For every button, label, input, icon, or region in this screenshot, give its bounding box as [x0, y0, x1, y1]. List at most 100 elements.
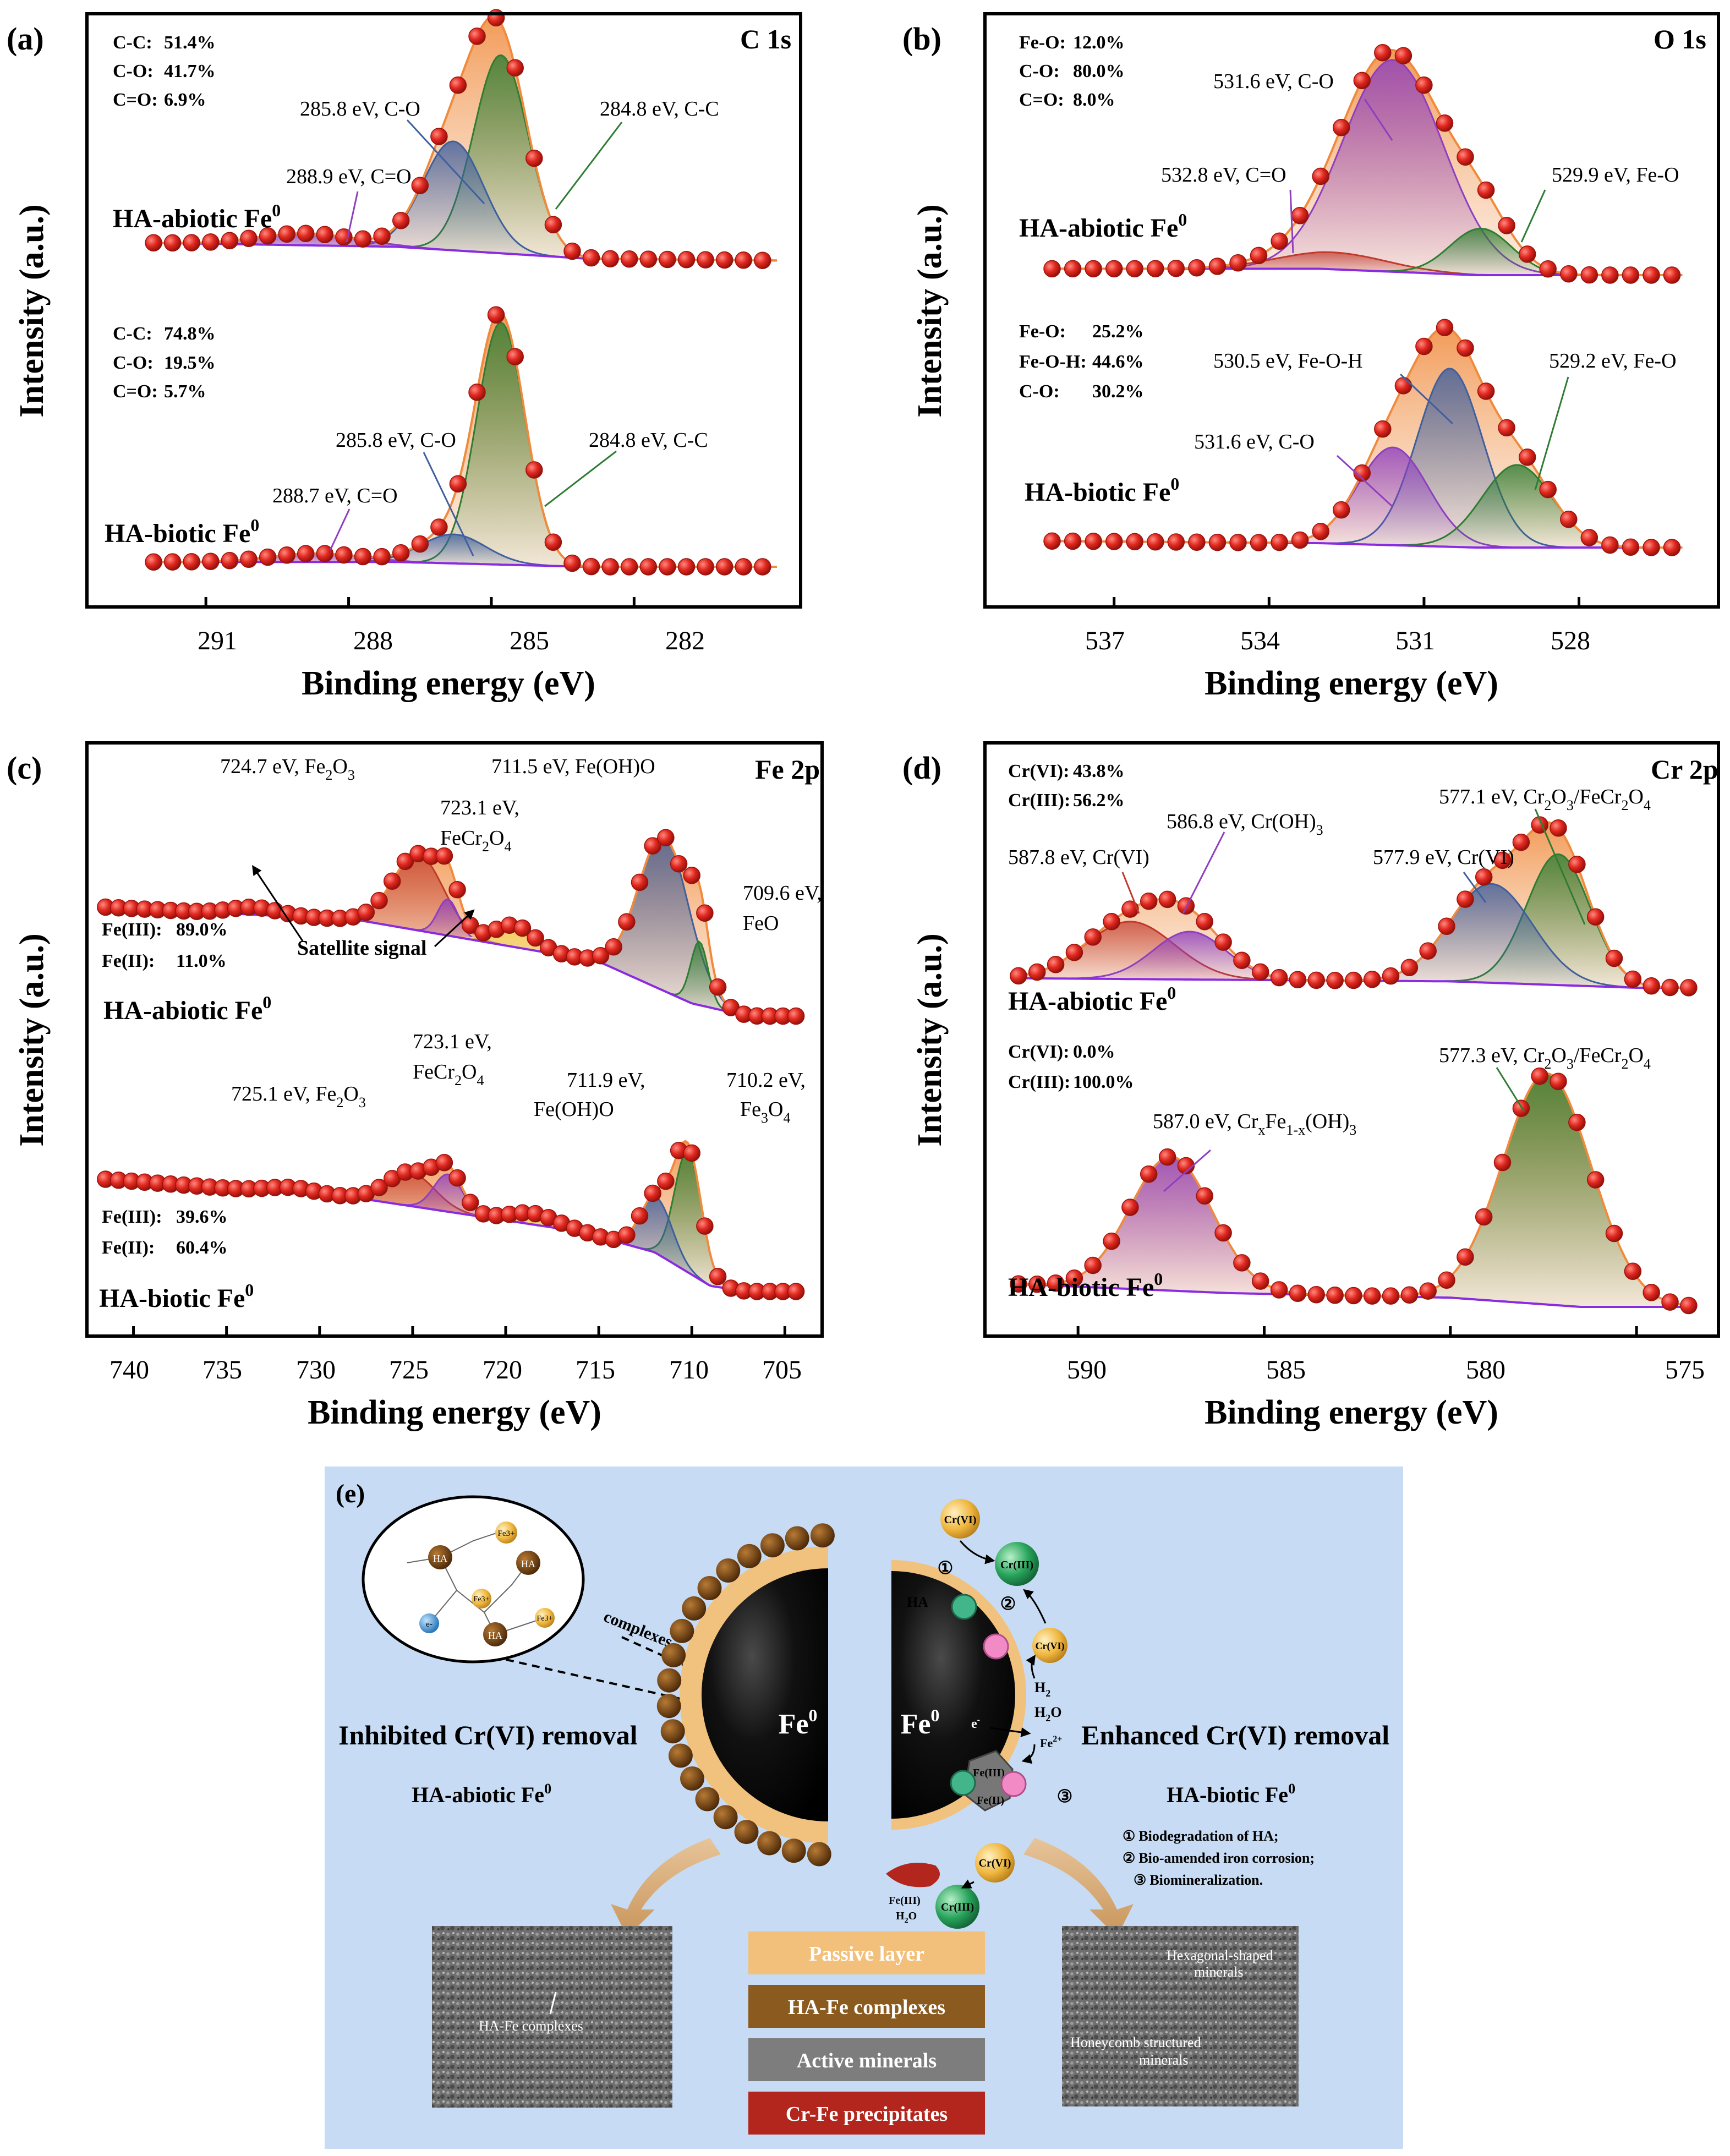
data-point [297, 225, 315, 242]
ha-bead [810, 1523, 835, 1548]
mechanism-item: ② Bio-amended iron corrosion; [1123, 1850, 1315, 1866]
left-subtitle: HA-abiotic Fe0 [412, 1781, 551, 1807]
data-point [1457, 890, 1474, 908]
panel-d-ticks: 590 585 580 575 [1067, 1355, 1705, 1385]
annotation: 723.1 eV, [440, 796, 519, 819]
sample-label-abiotic: HA-abiotic Fe0 [1019, 210, 1187, 243]
data-point [1085, 260, 1102, 278]
biotic-particle: Fe0 Fe(III) Fe(II) HA [886, 1560, 1027, 1887]
data-point [1251, 1272, 1269, 1290]
leader [1182, 831, 1225, 914]
stat-value: 41.7% [164, 61, 216, 81]
data-point [163, 234, 182, 252]
sample-ha-abiotic-fe0 [97, 829, 805, 1025]
data-point [1028, 1276, 1046, 1293]
data-point [278, 225, 295, 243]
stat-value: 6.9% [164, 90, 206, 110]
cr6-label: Cr(VI) [979, 1857, 1011, 1869]
data-point [335, 546, 353, 564]
panel-a-stats-abiotic: C-C: 51.4% C-O: 41.7% C=O: 6.9% [113, 32, 216, 110]
panel-d-title: Cr 2p [1651, 754, 1718, 785]
data-point [1475, 1208, 1493, 1226]
panel-b: (b) O 1s 537 534 531 528 Binding energy … [902, 12, 1720, 702]
data-point [1105, 260, 1123, 278]
data-point [544, 533, 562, 551]
ha-bead [656, 1694, 681, 1719]
data-point [1270, 1281, 1288, 1299]
panel-a-stats-biotic: C-C: 74.8% C-O: 19.5% C=O: 5.7% [113, 324, 216, 402]
data-point [448, 881, 466, 899]
panel-d: (d) Cr 2p 590 585 580 575 Binding energy… [902, 741, 1720, 1431]
data-point [468, 383, 486, 401]
annotation: 529.2 eV, Fe-O [1549, 349, 1677, 373]
sem-right: Hexagonal-shaped minerals Honeycomb stru… [1062, 1926, 1299, 2106]
data-point [1512, 833, 1530, 851]
data-point [1550, 1072, 1567, 1091]
plot-a-frame [85, 12, 802, 609]
data-point [506, 348, 524, 365]
tick-label: 740 [110, 1355, 149, 1385]
panel-b-xlabel: Binding energy (eV) [1205, 665, 1498, 702]
data-point [468, 28, 486, 45]
annotation: 711.5 eV, Fe(OH)O [491, 755, 655, 778]
data-point [1121, 900, 1139, 918]
data-point [1493, 851, 1512, 869]
annotation: 530.5 eV, Fe-O-H [1213, 349, 1363, 373]
data-point [430, 128, 448, 145]
stat-key: C-O: [1019, 61, 1060, 81]
data-point [683, 1144, 700, 1162]
data-point [1270, 968, 1288, 987]
panel-b-label: (b) [902, 21, 941, 57]
stat-value: 11.0% [176, 951, 227, 971]
sample-label-biotic: HA-biotic Fe0 [105, 515, 259, 548]
data-point [396, 852, 414, 871]
data-point [677, 251, 696, 269]
plot-d-area [1010, 816, 1698, 1336]
stat-key: C-C: [113, 324, 152, 344]
data-point [449, 76, 467, 94]
ha-bead [734, 1820, 759, 1845]
tick-label: 730 [296, 1355, 336, 1385]
ha-bead [668, 1743, 693, 1768]
data-point [1229, 254, 1247, 272]
ha-ball [483, 1622, 507, 1646]
data-point [1436, 114, 1454, 132]
tick-label: 735 [202, 1355, 242, 1385]
peak-586-8-ev-cr-oh-3 [1018, 932, 1377, 981]
annotation: 532.8 eV, C=O [1161, 163, 1286, 187]
peak-284-8-ev-c-c [376, 322, 626, 567]
sample-ha-biotic-fe0 [97, 1140, 805, 1300]
annotation: 725.1 eV, Fe2O3 [231, 1082, 366, 1110]
data-point [1047, 1274, 1065, 1292]
data-point [1103, 1232, 1120, 1250]
data-point [1326, 1287, 1344, 1304]
data-point [430, 518, 448, 536]
panel-c-ticks: 740 735 730 725 720 715 710 705 [110, 1355, 802, 1385]
data-point [670, 855, 688, 873]
peak-284-8-ev-c-c [359, 55, 640, 260]
data-point [1229, 534, 1247, 551]
tick-label: 291 [198, 626, 237, 655]
inset-text: HA [488, 1630, 502, 1641]
data-point [1140, 1165, 1158, 1183]
legend-passive-layer [748, 1931, 985, 1974]
annotation: 531.6 eV, C-O [1213, 70, 1334, 93]
tick-label: 580 [1466, 1355, 1505, 1385]
data-point [1167, 533, 1185, 551]
peak-587-0-ev-crxfe1-x-oh-3 [1018, 1156, 1382, 1296]
data-point [1400, 959, 1419, 976]
data-point [202, 233, 220, 251]
data-point [1065, 944, 1083, 961]
panel-a-xlabel: Binding energy (eV) [302, 665, 595, 702]
inset-text: e- [426, 1620, 432, 1629]
data-point [1271, 533, 1288, 551]
stat-key: C=O: [113, 381, 158, 402]
peak-529-9-ev-fe-o [1323, 228, 1639, 275]
data-point [620, 250, 638, 268]
stat-value: 12.0% [1073, 32, 1125, 53]
panel-a-leaders [329, 119, 623, 556]
stat-value: 8.0% [1073, 90, 1115, 110]
tick-label: 710 [669, 1355, 709, 1385]
data-point [221, 552, 239, 570]
